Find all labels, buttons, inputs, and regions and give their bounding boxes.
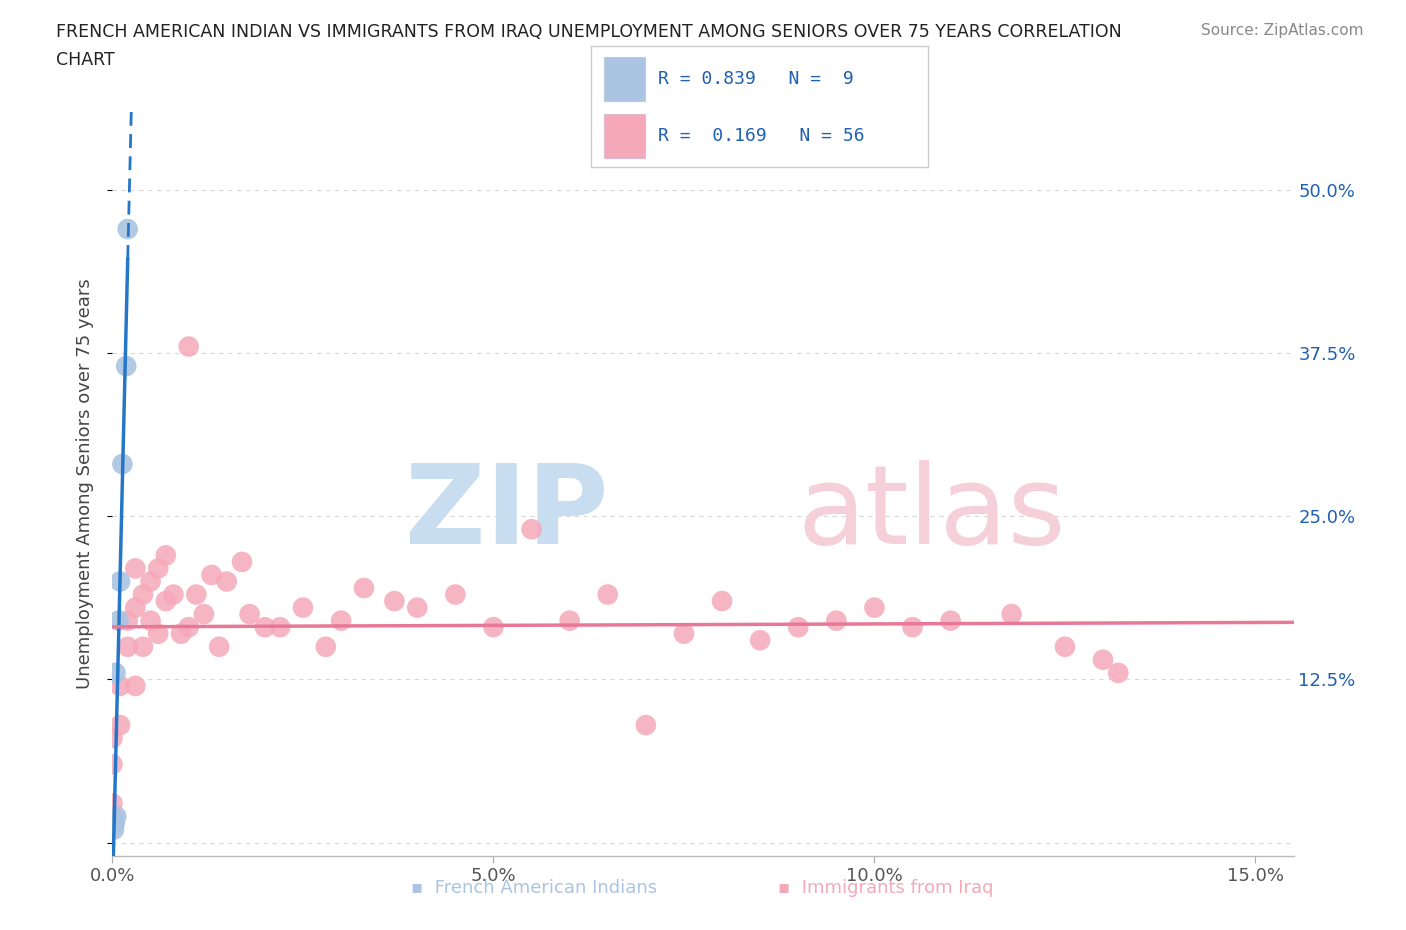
Point: [269, 619, 291, 634]
Point: [186, 587, 208, 602]
Text: R = 0.839   N =  9: R = 0.839 N = 9: [658, 70, 853, 88]
Point: [208, 639, 231, 654]
Point: [634, 718, 657, 733]
Point: [444, 587, 467, 602]
Point: [215, 574, 238, 589]
Point: [1107, 666, 1129, 681]
Point: [177, 339, 200, 354]
Point: [672, 626, 695, 641]
FancyBboxPatch shape: [605, 58, 644, 101]
Point: [139, 574, 162, 589]
Point: [108, 718, 131, 733]
FancyBboxPatch shape: [605, 114, 644, 158]
Point: [108, 679, 131, 694]
Point: [108, 574, 131, 589]
Point: [124, 561, 146, 576]
Text: R =  0.169   N = 56: R = 0.169 N = 56: [658, 127, 865, 145]
Text: FRENCH AMERICAN INDIAN VS IMMIGRANTS FROM IRAQ UNEMPLOYMENT AMONG SENIORS OVER 7: FRENCH AMERICAN INDIAN VS IMMIGRANTS FRO…: [56, 23, 1122, 41]
Point: [520, 522, 543, 537]
Point: [101, 757, 124, 772]
Point: [384, 593, 406, 608]
Text: ZIP: ZIP: [405, 459, 609, 567]
Point: [596, 587, 619, 602]
Point: [291, 600, 314, 615]
Text: Source: ZipAtlas.com: Source: ZipAtlas.com: [1201, 23, 1364, 38]
Point: [111, 457, 134, 472]
Text: CHART: CHART: [56, 51, 115, 69]
Y-axis label: Unemployment Among Seniors over 75 years: Unemployment Among Seniors over 75 years: [76, 278, 94, 689]
Point: [749, 632, 772, 647]
Point: [155, 548, 177, 563]
Point: [162, 587, 184, 602]
Point: [105, 809, 128, 824]
Point: [193, 606, 215, 621]
Point: [104, 666, 127, 681]
Point: [170, 626, 193, 641]
Point: [132, 639, 155, 654]
Point: [1053, 639, 1076, 654]
Point: [155, 593, 177, 608]
Point: [103, 822, 125, 837]
Point: [139, 613, 162, 628]
Point: [1000, 606, 1022, 621]
Point: [787, 619, 810, 634]
Point: [825, 613, 848, 628]
Point: [200, 567, 222, 582]
Text: ▪  Immigrants from Iraq: ▪ Immigrants from Iraq: [778, 880, 994, 897]
Point: [239, 606, 262, 621]
Point: [101, 796, 124, 811]
Point: [107, 613, 129, 628]
Point: [939, 613, 962, 628]
Point: [253, 619, 276, 634]
Point: [231, 554, 253, 569]
Point: [115, 359, 138, 374]
Point: [101, 809, 124, 824]
Point: [117, 221, 139, 236]
Point: [132, 587, 155, 602]
Point: [117, 639, 139, 654]
Point: [330, 613, 353, 628]
Point: [711, 593, 734, 608]
Text: ▪  French American Indians: ▪ French American Indians: [411, 880, 658, 897]
Point: [353, 580, 375, 595]
Point: [901, 619, 924, 634]
Point: [117, 613, 139, 628]
Point: [177, 619, 200, 634]
Point: [148, 561, 170, 576]
Point: [104, 816, 127, 830]
Point: [148, 626, 170, 641]
Point: [124, 600, 146, 615]
Point: [482, 619, 505, 634]
Point: [406, 600, 429, 615]
Point: [124, 679, 146, 694]
Point: [863, 600, 886, 615]
Point: [315, 639, 337, 654]
Point: [558, 613, 581, 628]
Point: [1092, 652, 1115, 667]
Point: [101, 731, 124, 746]
Text: atlas: atlas: [797, 459, 1066, 567]
